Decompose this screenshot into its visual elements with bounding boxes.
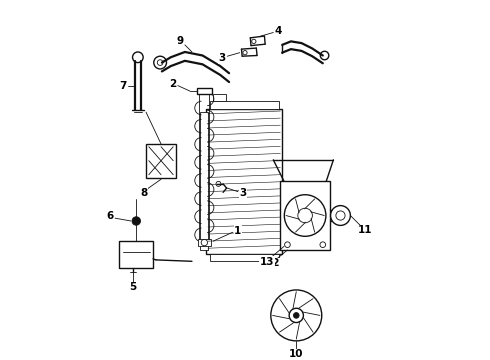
Circle shape — [157, 60, 163, 66]
Bar — [210, 253, 279, 261]
Circle shape — [284, 195, 326, 236]
Text: 1: 1 — [234, 226, 242, 235]
Bar — [200, 112, 208, 250]
Circle shape — [320, 242, 326, 248]
Text: 8: 8 — [141, 188, 148, 198]
Circle shape — [336, 211, 345, 220]
Circle shape — [289, 308, 303, 323]
Text: 13: 13 — [260, 257, 274, 267]
Circle shape — [331, 206, 350, 225]
Text: 11: 11 — [358, 225, 372, 235]
Text: 6: 6 — [106, 211, 113, 221]
Circle shape — [132, 217, 141, 225]
Circle shape — [133, 52, 143, 63]
Bar — [280, 181, 330, 250]
Bar — [120, 241, 153, 268]
Circle shape — [285, 242, 290, 248]
Circle shape — [216, 181, 221, 186]
Circle shape — [320, 51, 329, 60]
Bar — [206, 109, 282, 253]
Circle shape — [243, 50, 247, 55]
Bar — [213, 94, 225, 101]
Bar — [210, 101, 279, 109]
Bar — [196, 88, 212, 94]
Bar — [146, 144, 176, 177]
Circle shape — [294, 312, 299, 318]
Text: 4: 4 — [275, 26, 282, 36]
Text: 2: 2 — [169, 79, 176, 89]
Circle shape — [252, 39, 256, 44]
Text: 7: 7 — [120, 81, 127, 91]
Circle shape — [154, 56, 167, 69]
Bar — [198, 239, 211, 246]
Circle shape — [201, 239, 208, 246]
Text: 10: 10 — [289, 349, 303, 359]
Text: 12: 12 — [266, 258, 281, 269]
Circle shape — [298, 208, 313, 223]
Text: 5: 5 — [129, 282, 137, 292]
Text: 9: 9 — [176, 36, 183, 46]
Text: 3: 3 — [240, 188, 247, 198]
Circle shape — [271, 290, 322, 341]
Text: 3: 3 — [219, 53, 225, 63]
